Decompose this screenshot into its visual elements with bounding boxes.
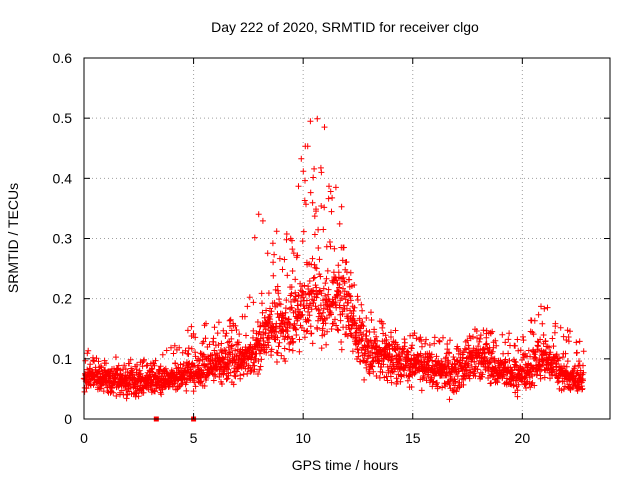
y-tick-label: 0.2: [53, 291, 73, 307]
x-tick-label: 20: [515, 430, 531, 446]
x-tick-label: 15: [405, 430, 421, 446]
data-points: [80, 115, 587, 422]
x-tick-label: 0: [80, 430, 88, 446]
y-axis-label: SRMTID / TECUs: [5, 183, 21, 293]
x-tick-label: 10: [295, 430, 311, 446]
y-tick-label: 0.4: [53, 170, 73, 186]
x-tick-label: 5: [190, 430, 198, 446]
scatter-points: [80, 115, 587, 403]
axes: 0 0.1 0.2 0.3 0.4 0.5 0.6 0 5 10 15 20: [53, 50, 610, 446]
chart-title: Day 222 of 2020, SRMTID for receiver clg…: [211, 19, 479, 35]
x-axis-label: GPS time / hours: [292, 457, 399, 473]
y-tick-label: 0: [64, 411, 72, 427]
y-tick-label: 0.5: [53, 110, 73, 126]
y-tick-label: 0.1: [53, 351, 73, 367]
y-tick-label: 0.3: [53, 231, 73, 247]
y-tick-label: 0.6: [53, 50, 73, 66]
